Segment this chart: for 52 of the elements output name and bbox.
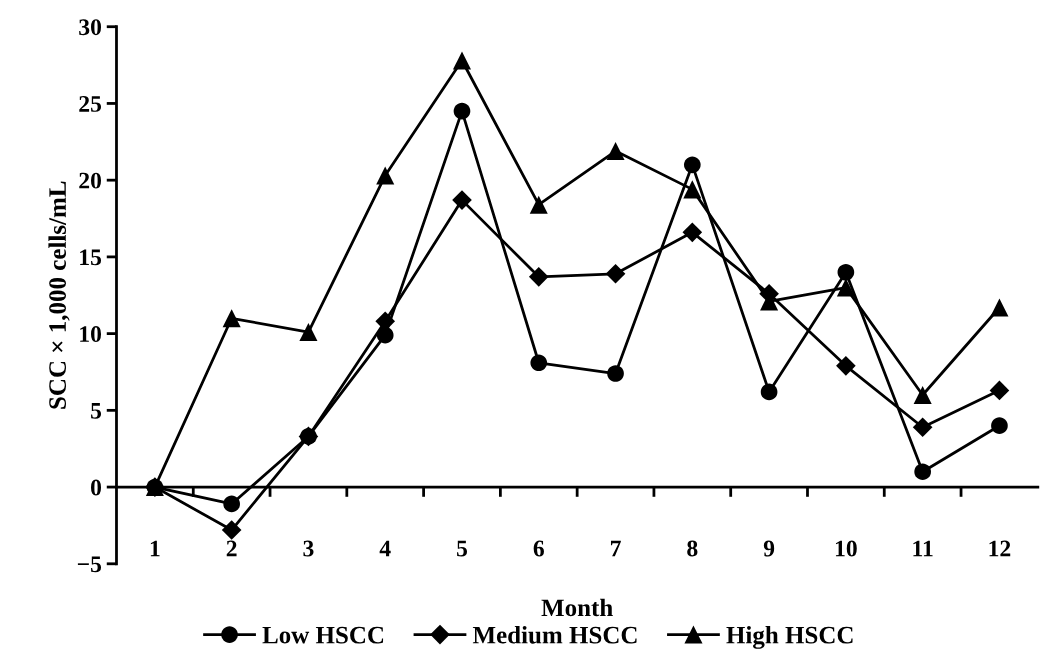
legend-label: Medium HSCC xyxy=(472,625,637,644)
y-tick-label: 10 xyxy=(80,326,102,343)
x-axis-title: Month xyxy=(541,598,613,617)
x-tick-label: 7 xyxy=(610,540,621,557)
point xyxy=(452,51,472,70)
point xyxy=(836,356,856,376)
x-tick-label: 9 xyxy=(763,540,775,557)
y-axis-title: SCC × 1,000 cells/mL xyxy=(48,181,70,409)
x-tick-label: 10 xyxy=(835,540,857,557)
x-tick-label: 2 xyxy=(226,540,237,557)
point xyxy=(607,365,624,382)
point xyxy=(376,166,395,185)
point xyxy=(528,267,549,287)
y-tick-label: 30 xyxy=(79,19,102,36)
point xyxy=(990,298,1009,317)
x-tick-label: 4 xyxy=(379,540,391,557)
point xyxy=(914,463,931,481)
y-tick-label: 25 xyxy=(79,96,102,112)
point xyxy=(605,263,626,284)
x-tick-label: 5 xyxy=(457,540,468,557)
y-tick-label: 0 xyxy=(91,479,102,496)
point xyxy=(991,417,1008,435)
legend-label: Low HSCC xyxy=(262,626,384,644)
point xyxy=(222,309,241,328)
point xyxy=(836,278,855,297)
point xyxy=(989,380,1010,401)
point xyxy=(299,323,318,342)
x-tick-label: 11 xyxy=(913,540,933,557)
point xyxy=(913,385,932,405)
x-tick-label: 12 xyxy=(989,540,1011,557)
y-tick-label: 15 xyxy=(80,249,102,266)
point xyxy=(530,354,548,372)
y-tick-label: 20 xyxy=(79,172,102,189)
point xyxy=(683,180,702,199)
point xyxy=(682,222,703,243)
x-tick-label: 8 xyxy=(687,540,698,557)
x-tick-label: 3 xyxy=(303,540,314,557)
point xyxy=(683,156,701,174)
point xyxy=(529,195,548,214)
point xyxy=(912,417,933,438)
x-tick-label: 1 xyxy=(150,540,160,557)
point xyxy=(760,383,778,401)
point xyxy=(223,495,240,513)
point xyxy=(452,190,472,210)
point xyxy=(606,141,625,161)
legend-label: High HSCC xyxy=(726,625,853,649)
y-tick-label: −5 xyxy=(77,556,102,573)
x-tick-label: 6 xyxy=(533,540,544,557)
point xyxy=(453,102,471,120)
y-tick-label: 5 xyxy=(91,403,102,419)
point xyxy=(221,520,242,540)
point xyxy=(837,263,855,281)
